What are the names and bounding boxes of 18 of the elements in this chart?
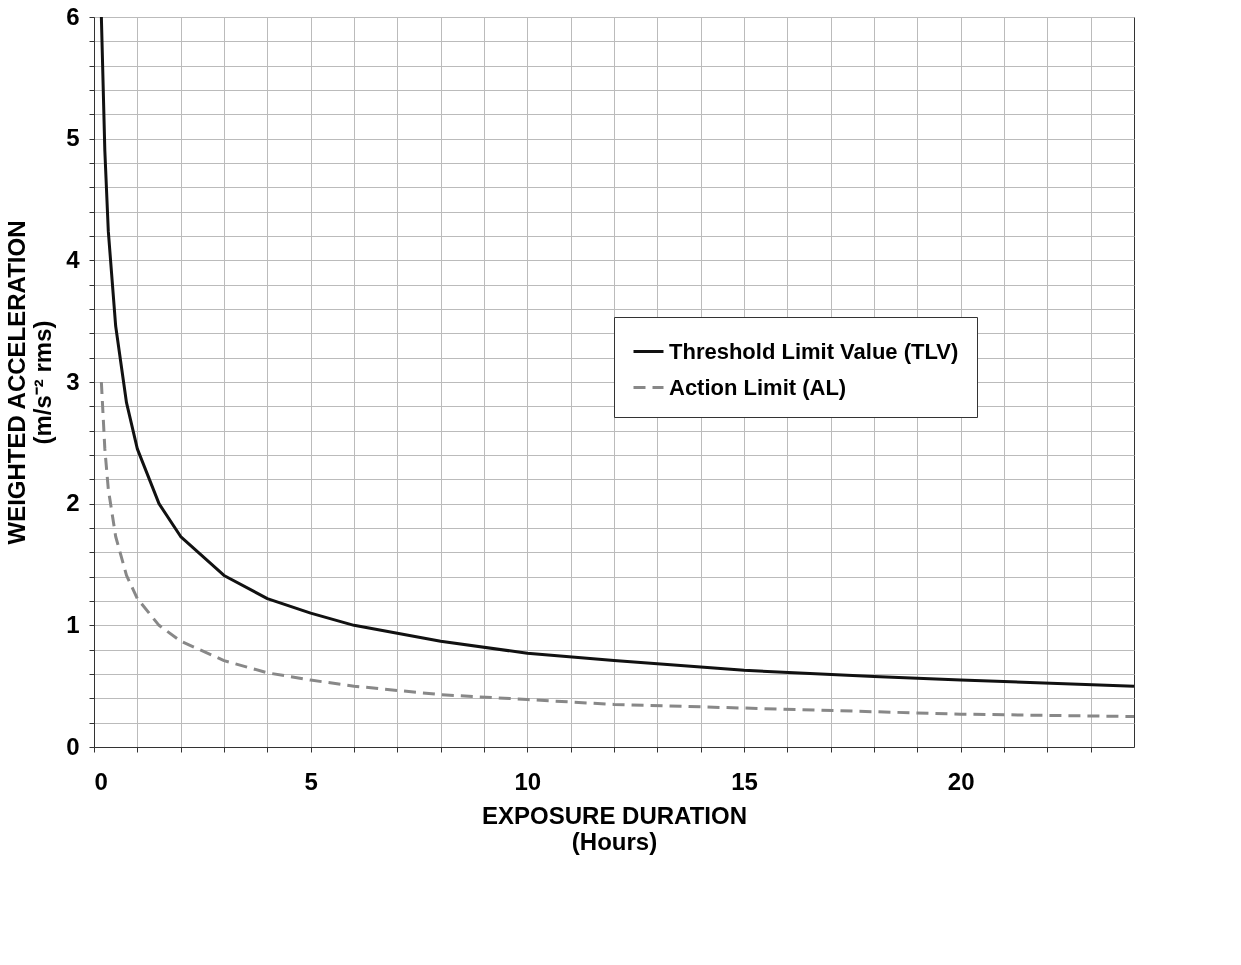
x-tick-label: 20: [947, 767, 975, 795]
x-tick-label: 10: [514, 767, 542, 795]
y-axis-title: WEIGHTED ACCELERATION (m/s⁻² rms): [3, 220, 57, 545]
x-tick-label: 15: [731, 767, 758, 795]
y-tick-label: 4: [66, 245, 81, 273]
x-tick-label: 5: [304, 767, 318, 795]
y-tick-label: 5: [66, 124, 80, 152]
line-series: [99, 15, 1136, 688]
y-tick-label: 1: [66, 610, 80, 638]
legend-label: Action Limit (AL): [669, 374, 847, 400]
y-tick-label: 2: [66, 489, 80, 517]
y-tick-label: 3: [66, 367, 80, 395]
y-tick-label: 6: [66, 2, 80, 30]
line-series: [99, 380, 1136, 719]
y-tick-label: 0: [66, 732, 80, 760]
x-tick-label: 0: [94, 767, 108, 795]
x-axis-title: EXPOSURE DURATION (Hours): [482, 801, 747, 855]
legend-label: Threshold Limit Value (TLV): [669, 338, 959, 364]
